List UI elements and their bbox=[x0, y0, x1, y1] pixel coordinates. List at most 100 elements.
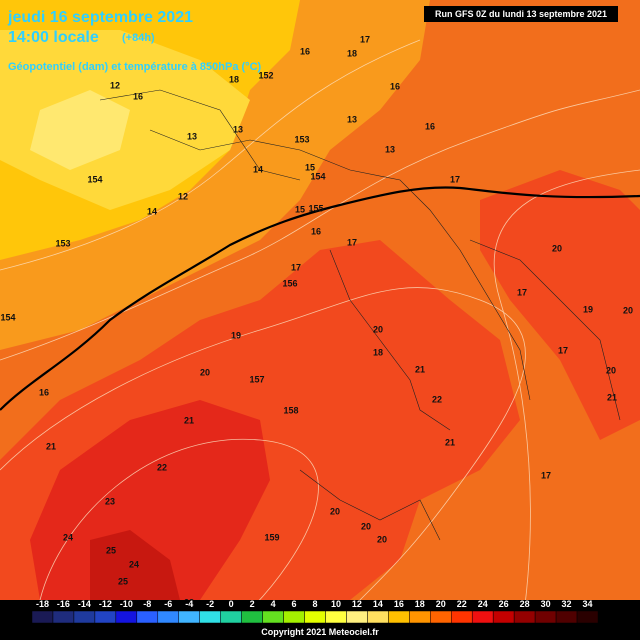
contour-label: 16 bbox=[133, 91, 143, 101]
contour-label: 16 bbox=[425, 121, 435, 131]
contour-label: 22 bbox=[432, 394, 442, 404]
contour-label: 23 bbox=[105, 496, 115, 506]
contour-label: 13 bbox=[385, 144, 395, 154]
contour-label: 17 bbox=[360, 34, 370, 44]
color-swatch bbox=[513, 610, 536, 624]
colorbar-label: 4 bbox=[271, 599, 276, 609]
color-swatch bbox=[283, 610, 305, 624]
colorbar-label: 34 bbox=[583, 599, 593, 609]
contour-label: 154 bbox=[310, 171, 325, 181]
contour-label: 158 bbox=[283, 405, 298, 415]
contour-label: 16 bbox=[390, 81, 400, 91]
colorbar-label: 2 bbox=[250, 599, 255, 609]
colorbar-label: 30 bbox=[541, 599, 551, 609]
colorbar-label: 22 bbox=[457, 599, 467, 609]
color-swatch bbox=[178, 610, 200, 624]
contour-label: 13 bbox=[347, 114, 357, 124]
colorbar-label: 20 bbox=[436, 599, 446, 609]
contour-label: 21 bbox=[184, 415, 194, 425]
contour-label: 20 bbox=[377, 534, 387, 544]
contour-label: 17 bbox=[541, 470, 551, 480]
color-swatch bbox=[492, 610, 515, 624]
contour-label: 24 bbox=[63, 532, 73, 542]
contour-label: 15 bbox=[305, 162, 315, 172]
color-swatch bbox=[471, 610, 494, 624]
contour-label: 21 bbox=[445, 437, 455, 447]
subtitle: Géopotentiel (dam) et température à 850h… bbox=[8, 61, 262, 73]
time: 14:00 locale bbox=[8, 29, 99, 46]
contour-label: 20 bbox=[373, 324, 383, 334]
colorbar-label: -6 bbox=[164, 599, 172, 609]
colorbar-label: 10 bbox=[331, 599, 341, 609]
contour-label: 159 bbox=[264, 532, 279, 542]
contour-label: 18 bbox=[373, 347, 383, 357]
colorbar-label: -16 bbox=[57, 599, 70, 609]
color-swatch bbox=[388, 610, 410, 624]
date: jeudi 16 septembre 2021 bbox=[7, 9, 193, 26]
zone-hottest bbox=[90, 530, 180, 600]
contour-label: 15 bbox=[295, 204, 305, 214]
contour-label: 153 bbox=[294, 134, 309, 144]
contour-label: 19 bbox=[583, 304, 593, 314]
contour-label: 22 bbox=[157, 462, 167, 472]
colorbar-label: -8 bbox=[143, 599, 151, 609]
lead: (+84h) bbox=[122, 32, 155, 44]
color-swatch bbox=[555, 610, 578, 624]
zone-cooler bbox=[30, 90, 130, 170]
contour-label: 13 bbox=[233, 124, 243, 134]
color-swatch bbox=[94, 610, 117, 624]
colorbar-label: 24 bbox=[478, 599, 488, 609]
contour-label: 20 bbox=[552, 243, 562, 253]
color-swatch bbox=[31, 610, 54, 624]
color-swatch bbox=[409, 610, 431, 624]
isotherms bbox=[0, 39, 640, 640]
colorbar-label: 8 bbox=[312, 599, 317, 609]
color-swatch bbox=[325, 610, 347, 624]
contour-label: 24 bbox=[129, 559, 139, 569]
colorbar-label: 0 bbox=[229, 599, 234, 609]
colorbar-label: 6 bbox=[292, 599, 297, 609]
contour-label: 21 bbox=[415, 364, 425, 374]
colorbar: -18 -16 -14 -12 -10 -8 -6 -4 -2 0 2 4 6 8 10 12 14 16 18 20… bbox=[31, 599, 599, 624]
color-swatch bbox=[220, 610, 242, 624]
contour-label: 16 bbox=[311, 226, 321, 236]
color-swatch bbox=[451, 610, 473, 624]
contour-label: 154 bbox=[0, 312, 15, 322]
contour-label: 17 bbox=[291, 262, 301, 272]
contour-label: 21 bbox=[607, 392, 617, 402]
zone-hot-east bbox=[480, 170, 640, 440]
contour-label: 20 bbox=[623, 305, 633, 315]
contour-label: 156 bbox=[282, 278, 297, 288]
contour-label: 14 bbox=[147, 206, 157, 216]
color-swatch bbox=[73, 610, 96, 624]
contour-label: 20 bbox=[200, 367, 210, 377]
contour-label: 20 bbox=[606, 365, 616, 375]
color-swatch bbox=[262, 610, 284, 624]
contour-label: 17 bbox=[558, 345, 568, 355]
color-swatch bbox=[115, 610, 138, 624]
contour-label: 20 bbox=[361, 521, 371, 531]
color-swatch bbox=[430, 610, 452, 624]
colorbar-label: -4 bbox=[185, 599, 193, 609]
contour-label: 17 bbox=[517, 287, 527, 297]
contour-label: 21 bbox=[46, 441, 56, 451]
colorbar-label: -2 bbox=[206, 599, 214, 609]
colorbar-label: 28 bbox=[520, 599, 530, 609]
contour-label: 154 bbox=[87, 174, 102, 184]
color-swatch bbox=[241, 610, 263, 624]
contour-label: 17 bbox=[450, 174, 460, 184]
contour-label: 19 bbox=[231, 330, 241, 340]
contour-label: 153 bbox=[55, 238, 70, 248]
contour-label: 155 bbox=[308, 203, 323, 213]
contour-label: 157 bbox=[249, 374, 264, 384]
contour-label: 18 bbox=[347, 48, 357, 58]
geopotential-line bbox=[0, 186, 640, 411]
color-swatch bbox=[534, 610, 557, 624]
borders bbox=[99, 89, 621, 541]
colorbar-label: -18 bbox=[36, 599, 49, 609]
contour-label: 20 bbox=[330, 506, 340, 516]
color-swatch bbox=[52, 610, 75, 624]
copyright: Copyright 2021 Meteociel.fr bbox=[261, 627, 379, 637]
